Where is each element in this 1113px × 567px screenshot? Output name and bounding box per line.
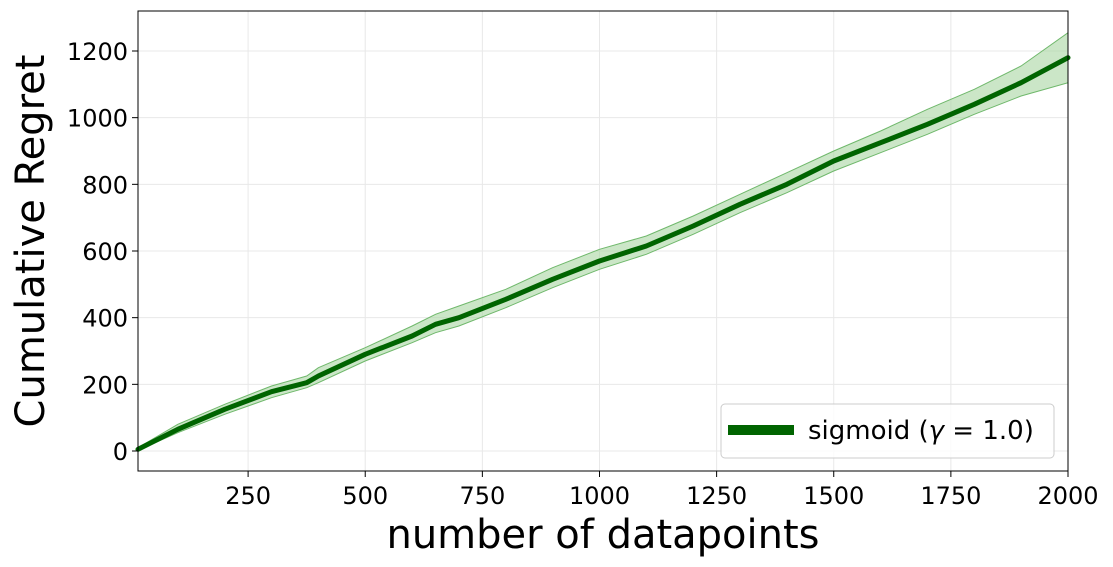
plot-frame [137, 10, 1069, 472]
x-tick-label: 750 [459, 482, 505, 510]
legend-label-rest: = 1.0) [944, 416, 1034, 446]
x-tick-label: 250 [225, 482, 271, 510]
y-tick-label: 400 [82, 305, 128, 333]
x-tick-label: 2000 [1037, 482, 1098, 510]
y-tick-label: 600 [82, 238, 128, 266]
y-axis-label: Cumulative Regret [8, 55, 54, 428]
y-tick-label: 1200 [67, 38, 128, 66]
ticks: 250 500 750 1000 1250 1500 1750 2000 0 200 400 600 8… [67, 38, 1099, 510]
x-axis-label: number of datapoints [386, 512, 819, 558]
x-tick-label: 1000 [569, 482, 630, 510]
y-tick-label: 800 [82, 171, 128, 199]
y-tick-label: 1000 [67, 105, 128, 133]
y-tick-label: 200 [82, 371, 128, 399]
series-line-layer [135, 55, 1071, 452]
x-tick-label: 1500 [803, 482, 864, 510]
grid [138, 11, 1069, 471]
y-tick-label: 0 [113, 438, 128, 466]
x-tick-label: 500 [342, 482, 388, 510]
legend-label: sigmoid (γ = 1.0) [808, 416, 1034, 446]
legend: sigmoid (γ = 1.0) [720, 403, 1055, 459]
series-line [135, 55, 1071, 452]
legend-label-gamma: γ [929, 416, 946, 446]
x-tick-label: 1750 [920, 482, 981, 510]
legend-box [720, 403, 1055, 459]
legend-label-main: sigmoid ( [808, 416, 929, 446]
x-tick-label: 1250 [686, 482, 747, 510]
